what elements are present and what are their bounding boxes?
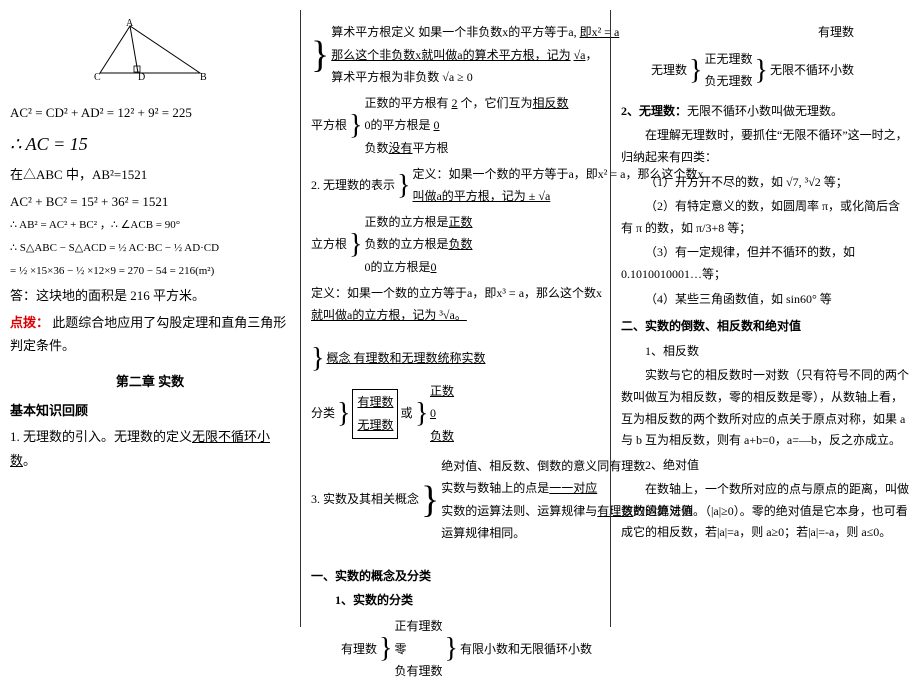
- paragraph: 实数与它的相反数时一对数（只有符号不同的两个数叫做互为相反数，零的相反数是零），…: [621, 365, 910, 451]
- brace-icon: {: [397, 172, 410, 200]
- math-result: ∴ AC = 15: [10, 128, 290, 160]
- brace-icon: {: [349, 112, 362, 140]
- brace-icon: {: [311, 345, 324, 373]
- real-tree: 有理数 { 正有理数 零 负有理数 } 有限小数和无限循环小数: [341, 616, 600, 683]
- chapter-title: 第二章 实数: [10, 370, 290, 393]
- brace-icon: {: [689, 57, 702, 85]
- brace-icon: {: [415, 400, 428, 428]
- triangle-svg: C B D A: [90, 18, 210, 88]
- pf-group: 平方根 { 正数的平方根有 2 个，它们互为相反数 0的平方根是 0 负数没有平…: [311, 93, 600, 160]
- list-item: （3）有一定规律，但并不循环的数，如 0.1010010001…等；: [621, 242, 910, 285]
- list-item: （1）开方开不尽的数，如 √7, ³√2 等；: [621, 172, 910, 194]
- column-2: { 算术平方根定义 如果一个非负数x的平方等于a, 即x² = a 那么这个非负…: [300, 10, 610, 627]
- paragraph: 在理解无理数时，要抓住“无限不循环”这一时之，归纳起来有四类：: [621, 125, 910, 168]
- triangle-figure: C B D A: [10, 18, 290, 95]
- brace-icon: {: [421, 481, 439, 519]
- concept: { 概念 有理数和无理数统称实数: [311, 345, 600, 373]
- item2: 2. 无理数的表示 { 定义：如果一个数的平方等于a，即x² = a，那么这个数…: [311, 164, 600, 208]
- math-line: ∴ S△ABC − S△ACD = ½ AC·BC − ½ AD·CD: [10, 239, 290, 259]
- brace-icon: {: [337, 400, 350, 428]
- math-line: AC² = CD² + AD² = 12² + 9² = 225: [10, 101, 290, 124]
- section-2: 2、无理数：无限不循环小数叫做无理数。: [621, 101, 910, 123]
- math-line: AC² + BC² = 15² + 36² = 1521: [10, 190, 290, 213]
- brace-icon: {: [349, 231, 362, 259]
- section-heading: 一、实数的概念及分类: [311, 566, 600, 588]
- svg-text:B: B: [200, 72, 207, 83]
- brace-icon: {: [379, 635, 392, 663]
- svg-text:D: D: [138, 72, 145, 83]
- list-item: 1. 无理数的引入。无理数的定义无限不循环小数。: [10, 425, 290, 472]
- list-item: （4）某些三角函数值，如 sin60° 等: [621, 289, 910, 311]
- paragraph: 在数轴上，一个数所对应的点与原点的距离，叫做该数的绝对值。（|a|≥0）。零的绝…: [621, 479, 910, 544]
- irrational-tree: 有理数 无理数 { 正无理数 负无理数 } 无限不循环小数: [651, 22, 910, 97]
- section-heading: 二、实数的倒数、相反数和绝对值: [621, 316, 910, 338]
- list-item: （2）有特定意义的数，如圆周率 π，或化简后含有 π 的数，如 π/3+8 等；: [621, 196, 910, 239]
- sqrt-defs: { 算术平方根定义 如果一个非负数x的平方等于a, 即x² = a 那么这个非负…: [311, 22, 600, 89]
- item3: 3. 实数及其相关概念 { 绝对值、相反数、倒数的意义同有理数 实数与数轴上的点…: [311, 456, 600, 545]
- cube-def: 定义：如果一个数的立方等于a，即x³ = a，那么这个数x 就叫做a的立方根，记…: [311, 283, 600, 327]
- subsection-heading: 1、相反数: [621, 341, 910, 363]
- hint-label: 点拨：: [10, 315, 49, 330]
- classification: 分类 { 有理数 无理数 或 { 正数 0 负数: [311, 377, 600, 452]
- math-line: = ½ ×15×36 − ½ ×12×9 = 270 − 54 = 216(m²…: [10, 262, 290, 282]
- column-1: C B D A AC² = CD² + AD² = 12² + 9² = 225…: [0, 10, 300, 627]
- svg-text:A: A: [126, 18, 134, 29]
- column-3: 有理数 无理数 { 正无理数 负无理数 } 无限不循环小数 2、无理数：无限不循…: [610, 10, 920, 627]
- brace-icon: {: [311, 36, 329, 74]
- subsection-heading: 1、实数的分类: [311, 590, 600, 612]
- brace-icon: }: [754, 57, 767, 85]
- hint-line: 点拨： 此题综合地应用了勾股定理和直角三角形判定条件。: [10, 311, 290, 358]
- hint-text: 此题综合地应用了勾股定理和直角三角形判定条件。: [10, 315, 286, 353]
- answer-line: 答：这块地的面积是 216 平方米。: [10, 284, 290, 307]
- svg-text:C: C: [94, 72, 101, 83]
- math-line: ∴ AB² = AC² + BC² ，∴ ∠ACB = 90°: [10, 216, 290, 236]
- cube-group: 立方根 { 正数的立方根是正数 负数的立方根是负数 0的立方根是0: [311, 212, 600, 279]
- brace-icon: }: [444, 635, 457, 663]
- text-line: 在△ABC 中，AB²=1521: [10, 163, 290, 186]
- section-heading: 基本知识回顾: [10, 399, 290, 422]
- subsection-heading: 2、绝对值: [621, 455, 910, 477]
